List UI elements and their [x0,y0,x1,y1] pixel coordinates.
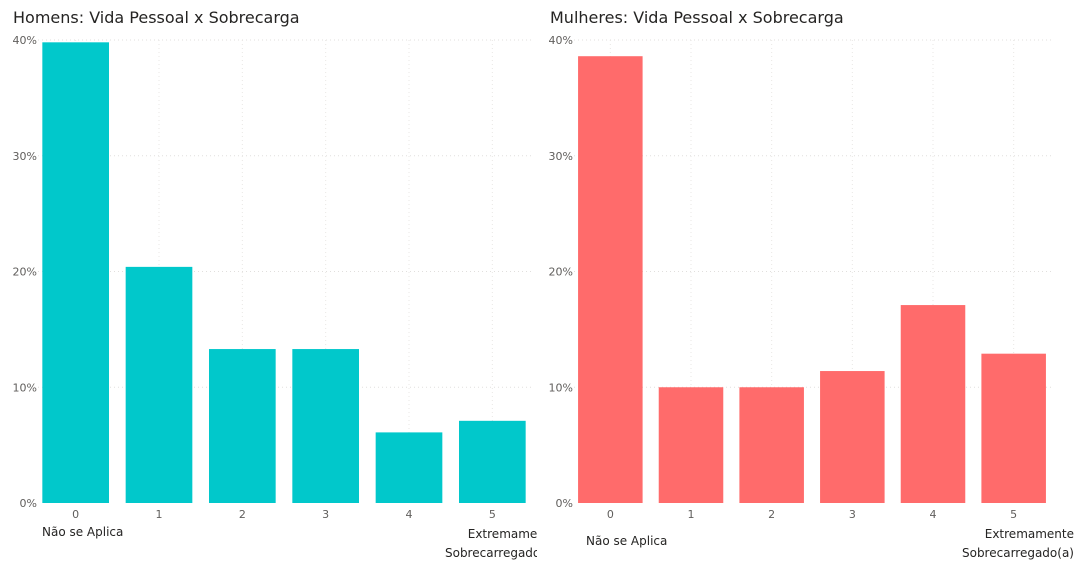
x-tick-label: 5 [1010,508,1017,521]
bar [292,349,359,503]
bar [900,305,966,503]
x-tick-label: 3 [849,508,856,521]
y-tick-label: 30% [13,150,37,163]
x-tick-label: 5 [489,508,496,521]
x-tick-label: 2 [768,508,775,521]
bar [209,349,276,503]
high-category-label: Extremamente Sobrecarregado(a) [962,525,1074,563]
bar [125,266,193,503]
y-tick-label: 20% [13,266,37,279]
x-tick-label: 1 [156,508,163,521]
x-tick-label: 4 [930,508,937,521]
bar [578,56,643,504]
y-tick-label: 10% [13,381,37,394]
bar [375,432,443,503]
high-category-label-line1: Extremamente [984,527,1074,541]
y-tick-label: 0% [556,497,573,510]
high-category-label-line2: Sobrecarregado(a) [444,546,557,560]
chart-panel-men: Homens: Vida Pessoal x Sobrecarga 0% 10% 2… [0,0,557,569]
x-tick-label: 1 [688,508,695,521]
x-tick-label: 3 [322,508,329,521]
high-category-label-line1: Extremamente [467,527,557,541]
x-tick-label: 4 [406,508,413,521]
bar [820,371,885,503]
x-tick-label: 2 [239,508,246,521]
bar [42,42,110,503]
y-tick-label: 0% [20,497,37,510]
y-tick-label: 30% [549,150,573,163]
bar-chart-women: 0% 10% 20% 30% 40% 0 1 2 3 4 5 [549,34,1054,521]
x-tick-label: 0 [72,508,79,521]
y-tick-label: 10% [549,381,573,394]
bar [658,387,724,503]
chart-title: Mulheres: Vida Pessoal x Sobrecarga [550,8,844,27]
y-tick-label: 40% [13,34,37,47]
low-category-label: Não se Aplica [42,525,124,539]
y-tick-label: 40% [549,34,573,47]
chart-title: Homens: Vida Pessoal x Sobrecarga [13,8,300,27]
x-tick-label: 0 [607,508,614,521]
bar-chart-men: 0% 10% 20% 30% 40% 0 1 2 3 4 5 [13,34,534,521]
chart-panel-women: Mulheres: Vida Pessoal x Sobrecarga 0% 10… [537,0,1087,569]
y-tick-label: 20% [549,266,573,279]
low-category-label: Não se Aplica [586,534,668,548]
bar [739,387,804,503]
high-category-label: Extremamente Sobrecarregado(a) [445,525,557,563]
bar [981,353,1046,503]
bar [459,420,526,503]
high-category-label-line2: Sobrecarregado(a) [961,546,1074,560]
